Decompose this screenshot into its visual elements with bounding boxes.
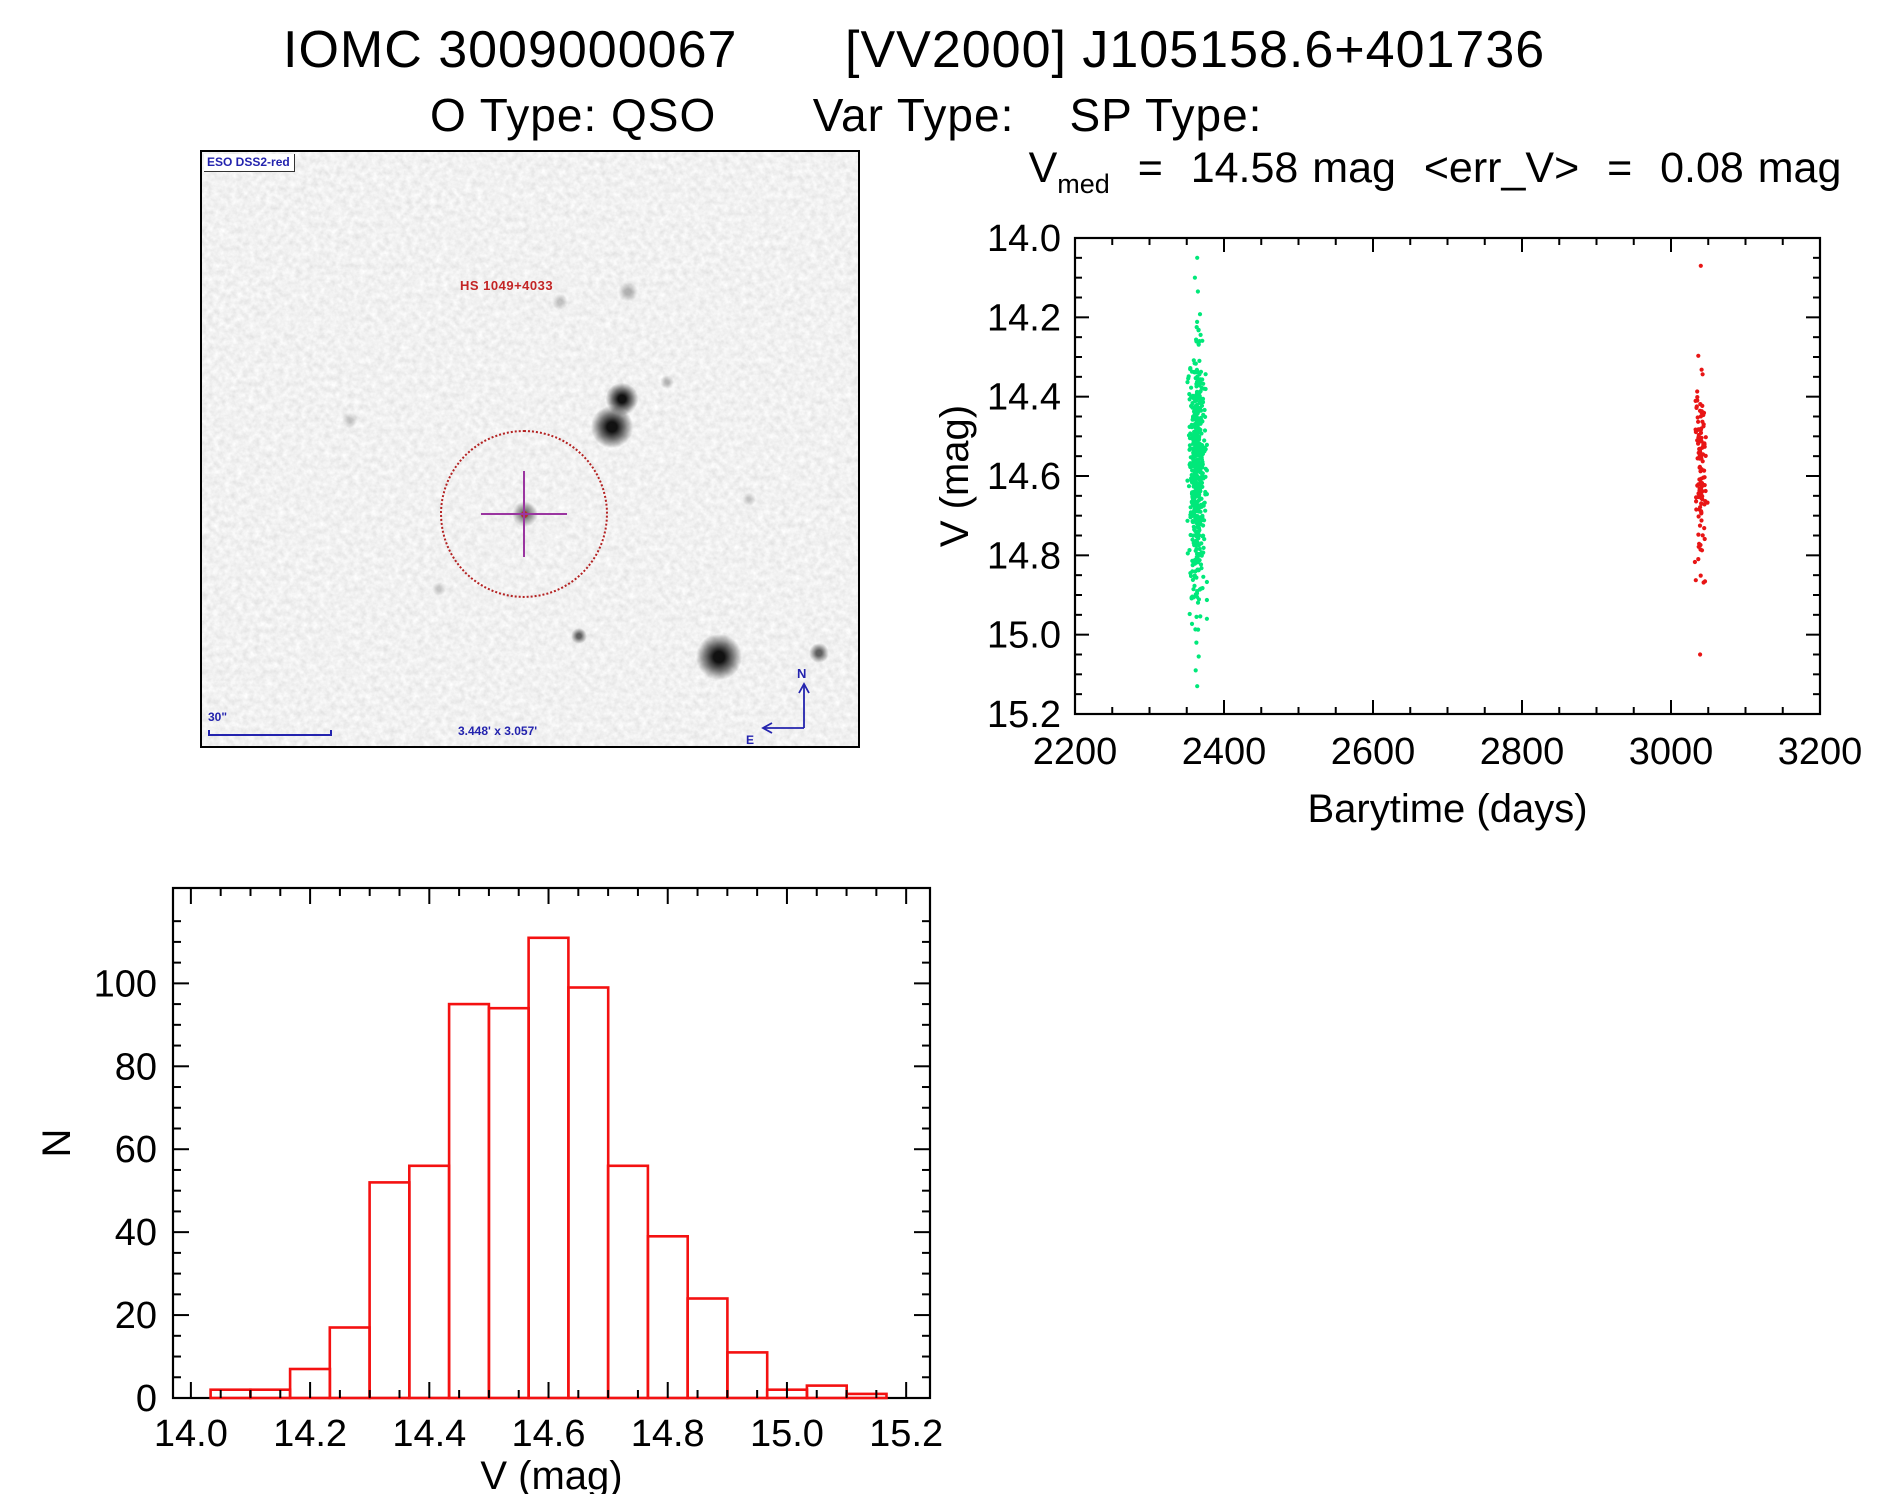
faint-star-blob — [552, 294, 568, 310]
magnitude-histogram-plot: 14.0 14.2 14.4 14.6 14.8 15.0 15.2 0 20 40 60 80 100… — [35, 886, 943, 1494]
histogram-bar — [726, 1351, 769, 1400]
faint-star-blob — [432, 582, 446, 596]
histogram-y-tick-label: 60 — [115, 1129, 157, 1171]
star-blob — [695, 633, 743, 681]
scatter-series-season-2-red — [1692, 263, 1710, 657]
page-subtitle-types: O Type: QSO Var Type: SP Type: — [430, 89, 1263, 141]
scatter-y-tick-label: 15.2 — [987, 694, 1061, 736]
faint-star-blob — [342, 412, 358, 428]
compass-east-label: E — [746, 733, 754, 746]
histogram-x-tick-label: 14.2 — [273, 1413, 347, 1455]
lightcurve-scatter-plot: 2200 2400 2600 2800 3000 3200 14.0 14.2 14.4 14.6… — [933, 218, 1863, 831]
histogram-x-tick-label: 14.8 — [631, 1413, 705, 1455]
histogram-bar — [487, 1006, 530, 1400]
scatter-x-tick-label: 3200 — [1778, 731, 1863, 773]
histogram-y-tick-label: 0 — [136, 1378, 157, 1420]
scatter-y-tick-label: 14.6 — [987, 456, 1061, 498]
histogram-bar — [805, 1384, 849, 1400]
histogram-y-tick-label: 100 — [94, 963, 157, 1005]
scatter-x-tick-label: 2400 — [1182, 731, 1267, 773]
histogram-y-tick-label: 20 — [115, 1295, 157, 1337]
histogram-bar — [407, 1164, 451, 1400]
scale-bar — [208, 730, 332, 736]
faint-star-blob — [660, 375, 674, 389]
finding-chart: ESO DSS2-red HS 1049+4033 30" 3.448' x 3… — [200, 150, 860, 748]
histogram-bar — [447, 1002, 491, 1400]
histogram-x-tick-label: 14.0 — [154, 1413, 228, 1455]
histogram-bar — [606, 1164, 650, 1400]
scatter-y-axis-title: V (mag) — [933, 405, 977, 547]
scatter-x-tick-label: 2200 — [1033, 731, 1118, 773]
histogram-bar — [567, 986, 610, 1400]
compass-north-label: N — [797, 666, 806, 681]
scatter-series-season-1-green — [1185, 255, 1209, 689]
histogram-bar — [328, 1326, 371, 1400]
scatter-x-tick-label: 3000 — [1629, 731, 1714, 773]
histogram-x-tick-label: 14.4 — [392, 1413, 466, 1455]
page-title-source-name: [VV2000] J105158.6+401736 — [845, 21, 1546, 79]
scale-bar-label: 30" — [208, 710, 228, 724]
histogram-y-tick-label: 80 — [115, 1046, 157, 1088]
scatter-x-axis-title: Barytime (days) — [1307, 787, 1587, 831]
histogram-y-tick-label: 40 — [115, 1212, 157, 1254]
target-name-label: HS 1049+4033 — [460, 278, 554, 293]
faint-star-blob — [742, 492, 756, 506]
histogram-x-axis-title: V (mag) — [480, 1454, 622, 1494]
faint-star-blob — [618, 282, 638, 302]
survey-label: ESO DSS2-red — [204, 154, 295, 172]
faint-star-blob — [571, 628, 587, 644]
field-of-view-label: 3.448' x 3.057' — [458, 724, 538, 738]
crosshair-horizontal — [481, 513, 567, 515]
histogram-y-axis-title: N — [35, 1129, 79, 1158]
scatter-y-tick-label: 14.0 — [987, 218, 1061, 260]
histogram-bars — [209, 936, 888, 1400]
vmed-subscript: med — [1057, 169, 1110, 199]
scatter-x-tick-label: 2600 — [1331, 731, 1416, 773]
lightcurve-stats-title: Vmed = 14.58 mag <err_V> = 0.08 mag — [1010, 144, 1860, 200]
histogram-plot-frame — [171, 886, 932, 1400]
histogram-x-tick-label: 14.6 — [512, 1413, 586, 1455]
histogram-bar — [527, 936, 570, 1400]
scatter-y-tick-label: 14.8 — [987, 535, 1061, 577]
histogram-bar — [209, 1388, 252, 1400]
histogram-bar — [249, 1388, 292, 1400]
page-title-omc-id: IOMC 3009000067 — [283, 21, 738, 79]
scatter-y-tick-label: 14.2 — [987, 297, 1061, 339]
scatter-y-tick-label: 14.4 — [987, 377, 1061, 419]
vmed-symbol: V — [1028, 144, 1058, 192]
scatter-plot-frame — [1073, 236, 1822, 716]
histogram-x-tick-label: 15.0 — [750, 1413, 824, 1455]
star-blob — [605, 382, 639, 416]
photometric-aperture-circle — [440, 430, 608, 598]
histogram-x-tick-label: 15.2 — [869, 1413, 943, 1455]
compass-rose-icon: N E — [746, 666, 810, 746]
faint-star-blob — [809, 643, 829, 663]
histogram-bar — [686, 1297, 729, 1400]
histogram-bar — [845, 1392, 888, 1400]
scatter-x-tick-label: 2800 — [1480, 731, 1565, 773]
histogram-bar — [646, 1234, 690, 1400]
vmed-values: = 14.58 mag <err_V> = 0.08 mag — [1109, 144, 1842, 192]
scatter-y-tick-label: 15.0 — [987, 615, 1061, 657]
histogram-bar — [368, 1181, 411, 1400]
